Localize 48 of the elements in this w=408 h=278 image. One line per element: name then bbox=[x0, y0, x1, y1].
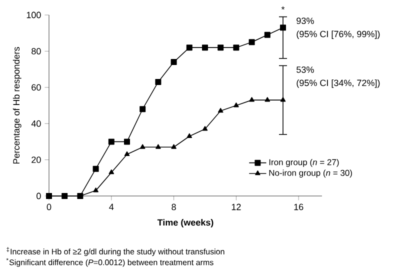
y-tick-label: 100 bbox=[26, 12, 41, 18]
point bbox=[170, 59, 177, 66]
point bbox=[108, 138, 114, 145]
annotation: 93% bbox=[296, 18, 314, 24]
point bbox=[186, 133, 192, 138]
x-tick-label: 16 bbox=[294, 204, 304, 210]
point bbox=[124, 151, 130, 156]
point bbox=[93, 188, 98, 192]
text: $^{‡}$Increase in Hb of ≥2 g/dl during the study without transfusion bbox=[6, 247, 224, 256]
point bbox=[264, 97, 270, 102]
point bbox=[202, 44, 208, 51]
point bbox=[202, 126, 208, 131]
point bbox=[248, 39, 255, 46]
point bbox=[92, 166, 99, 172]
y-tick-label: 80 bbox=[32, 48, 41, 54]
point bbox=[186, 44, 192, 51]
y-tick-label: 0 bbox=[36, 192, 41, 200]
point bbox=[218, 44, 224, 51]
y-tick-label: 20 bbox=[32, 156, 41, 163]
point bbox=[233, 44, 240, 51]
x-axis-title: Time (weeks) bbox=[157, 219, 214, 228]
legend-label: No-iron group (n = 30) bbox=[269, 170, 352, 178]
annotation: (95% CI [34%, 72%]) bbox=[296, 79, 380, 88]
point bbox=[249, 97, 254, 102]
y-axis-title: Percentage of Hb responders bbox=[12, 47, 22, 164]
point bbox=[264, 32, 270, 38]
annotation: 53% bbox=[296, 66, 314, 73]
y-tick-label: 40 bbox=[31, 120, 41, 127]
point bbox=[140, 106, 146, 112]
y-tick-label: 60 bbox=[32, 84, 41, 91]
point bbox=[124, 138, 130, 145]
legend-label: Iron group (n = 27) bbox=[269, 158, 339, 167]
text: * bbox=[281, 6, 285, 10]
point bbox=[280, 24, 286, 31]
point bbox=[218, 108, 224, 113]
x-tick-label: 0 bbox=[46, 204, 52, 210]
point bbox=[280, 97, 286, 102]
x-tick-label: 8 bbox=[172, 204, 176, 210]
annotation: (95% CI [76%, 99%]) bbox=[296, 30, 380, 39]
point bbox=[171, 144, 176, 149]
x-tick-label: 4 bbox=[109, 204, 114, 210]
point bbox=[108, 169, 114, 174]
point bbox=[155, 78, 162, 85]
point bbox=[140, 144, 146, 149]
point bbox=[156, 144, 161, 149]
point bbox=[234, 102, 239, 108]
x-tick-label: 12 bbox=[232, 204, 241, 210]
text: $^{*}$Significant difference (P=0.0012) between treatment arms bbox=[6, 258, 214, 267]
